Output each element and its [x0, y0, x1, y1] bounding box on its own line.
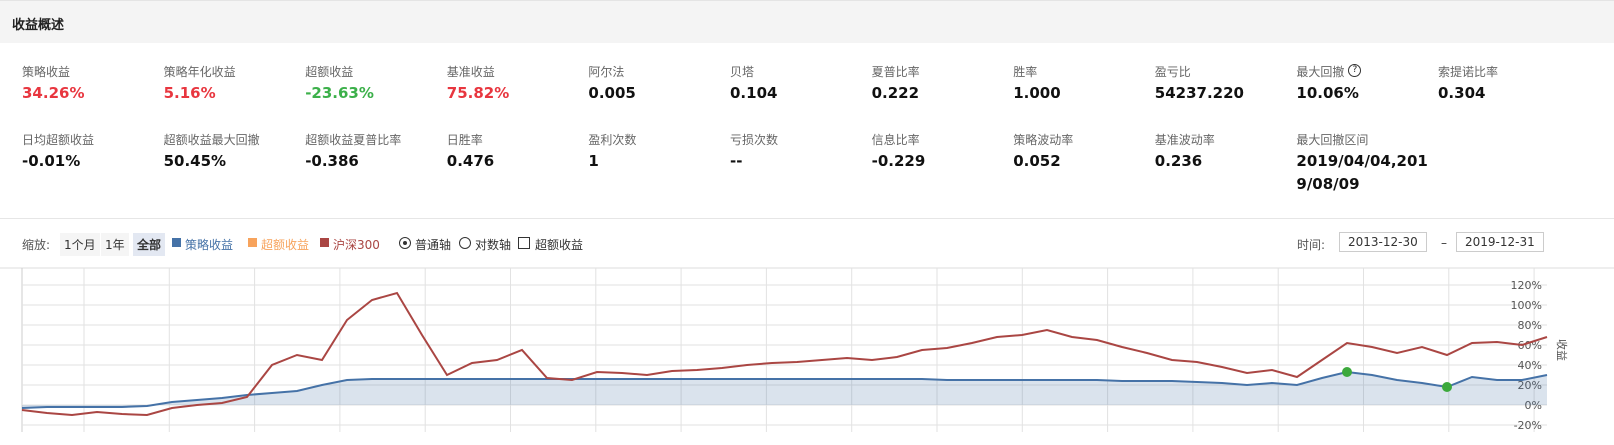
metric-value: --: [730, 152, 743, 170]
legend-swatch: [248, 238, 257, 247]
chart: -20% 0% 20% 40% 60% 80% 100% 120% 收益: [0, 267, 1614, 432]
zoom-button[interactable]: 1年: [101, 233, 129, 256]
zoom-label: 缩放:: [22, 238, 51, 252]
radio[interactable]: [459, 237, 471, 249]
metric-value: -23.63%: [305, 84, 374, 102]
drawdown-marker: [1442, 382, 1452, 392]
metric-label: 超额收益最大回撤: [163, 133, 260, 147]
metric-label: 最大回撤: [1296, 65, 1345, 79]
radio-label: 对数轴: [475, 238, 512, 252]
y-axis-title: 收益: [1555, 339, 1569, 361]
metric-value: -0.386: [305, 152, 359, 170]
y-tick-label: -20%: [1514, 419, 1542, 432]
metric-label: 策略波动率: [1013, 133, 1074, 147]
zoom-button[interactable]: 全部: [133, 233, 166, 256]
metric-value: 0.476: [446, 152, 495, 170]
metric-value: 2019/04/04,2019/08/09: [1296, 152, 1428, 193]
metric-label: 日均超额收益: [22, 133, 95, 147]
legend-item[interactable]: 策略收益: [185, 238, 234, 252]
divider: [0, 218, 1614, 219]
legend-swatch: [172, 238, 181, 247]
y-tick-label: 60%: [1518, 339, 1542, 352]
help-icon: ?: [1348, 64, 1362, 77]
metric-value: 1: [588, 152, 599, 170]
metric-label: 基准收益: [446, 65, 495, 79]
metric-label: 贝塔: [730, 65, 755, 79]
metric-label: 阿尔法: [588, 65, 625, 79]
metric-value: 75.82%: [446, 84, 510, 102]
legend-item[interactable]: 超额收益: [261, 238, 310, 252]
metric-label: 盈亏比: [1154, 65, 1191, 79]
header: 收益概述: [0, 0, 1614, 43]
date-input[interactable]: 2013-12-30: [1339, 232, 1427, 252]
metric-label: 夏普比率: [871, 65, 920, 79]
checkbox-label: 超额收益: [535, 238, 584, 252]
drawdown-marker: [1342, 367, 1352, 377]
area: [22, 372, 1547, 408]
y-tick-label: 120%: [1511, 279, 1542, 292]
metric-value: 0.005: [588, 84, 636, 102]
radio-label: 普通轴: [415, 238, 452, 252]
y-tick-label: 20%: [1518, 379, 1542, 392]
y-tick-label: 0%: [1525, 399, 1542, 412]
metric-label: 最大回撤区间: [1296, 133, 1369, 147]
metric-value: 0.236: [1154, 152, 1203, 170]
metric-value: 0.052: [1013, 152, 1061, 170]
metric-value: 54237.220: [1154, 84, 1244, 102]
legend-swatch: [320, 238, 329, 247]
radio[interactable]: [399, 237, 411, 249]
date-separator: –: [1441, 236, 1447, 250]
metric-value: 50.45%: [163, 152, 227, 170]
metric-label: 盈利次数: [588, 133, 637, 147]
y-tick-label: 40%: [1518, 359, 1542, 372]
line: [21, 370, 1548, 409]
metric-value: 34.26%: [22, 84, 85, 102]
time-label: 时间:: [1297, 238, 1326, 252]
metric-value: 0.222: [871, 84, 920, 102]
metric-label: 索提诺比率: [1438, 65, 1499, 79]
metric-value: 5.16%: [163, 84, 216, 102]
date-input[interactable]: 2019-12-31: [1456, 232, 1544, 252]
checkbox[interactable]: [518, 237, 530, 249]
metric-label: 策略年化收益: [163, 65, 236, 79]
metric-label: 基准波动率: [1154, 133, 1215, 147]
metric-value: -0.229: [871, 152, 926, 170]
y-tick-label: 80%: [1518, 319, 1542, 332]
metric-label: 超额收益夏普比率: [305, 133, 402, 147]
metric-label: 日胜率: [446, 133, 483, 147]
legend-item[interactable]: 沪深300: [333, 238, 380, 252]
header-title: 收益概述: [12, 18, 65, 33]
metric-value: 0.304: [1438, 84, 1486, 102]
line: [21, 291, 1548, 417]
metric-label: 策略收益: [22, 65, 71, 79]
metric-label: 胜率: [1013, 65, 1038, 79]
y-tick-label: 100%: [1511, 299, 1542, 312]
metric-label: 亏损次数: [730, 133, 779, 147]
metric-value: -0.01%: [22, 152, 81, 170]
metric-value: 0.104: [730, 84, 778, 102]
metric-value: 1.000: [1013, 84, 1061, 102]
zoom-button[interactable]: 1个月: [60, 233, 100, 256]
radio-dot: [403, 241, 407, 245]
metric-label: 信息比率: [871, 133, 920, 147]
metric-label: 超额收益: [305, 65, 354, 79]
metric-value: 10.06%: [1296, 84, 1359, 102]
